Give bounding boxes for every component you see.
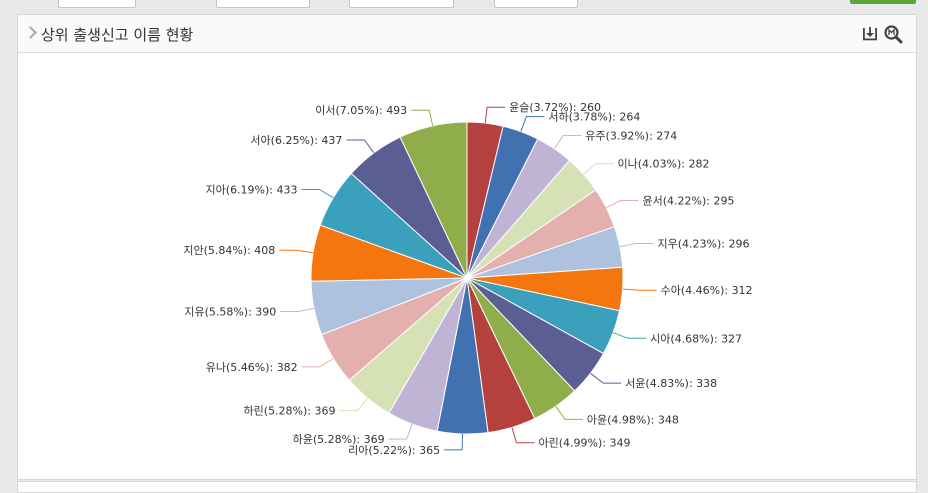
data-label-17: 지아(6.19%): 433 [206,184,298,197]
chevron-right-icon[interactable] [24,26,37,39]
pie-chart-area: 윤슬(3.72%): 260 서하(3.78%): 264 유주(3.92%): 2… [18,53,916,479]
data-label-3: 이나(4.03%): 282 [618,158,710,171]
top-filter-field-3[interactable] [349,0,454,8]
data-label-13: 하린(5.28%): 369 [244,404,336,418]
data-label-8: 서윤(4.83%): 338 [625,377,717,390]
top-filter-field-2[interactable] [216,0,310,8]
top-action-button[interactable] [850,0,916,4]
data-label-12: 하윤(5.28%): 369 [293,432,385,446]
data-label-16: 지안(5.84%): 408 [183,244,275,257]
connector-line-1 [520,116,545,132]
data-label-15: 지유(5.58%): 390 [184,306,276,319]
connector-line-19 [411,109,434,126]
top-filter-field-1[interactable] [58,0,136,8]
connector-line-3 [583,163,614,175]
data-label-14: 유나(5.46%): 382 [206,361,298,374]
top-filter-field-4[interactable] [494,0,578,8]
connector-line-14 [301,358,334,368]
zoom-icon[interactable] [883,24,903,44]
chart-panel: 상위 출생신고 이름 현황 윤슬(3.72%): 260 서하(3.78%): 2… [17,14,917,480]
download-icon[interactable] [860,24,880,44]
connector-line-0 [484,106,506,124]
data-label-4: 윤서(4.22%): 295 [643,195,735,208]
connector-line-8 [590,372,622,384]
connector-line-11 [444,433,463,451]
connector-line-4 [606,200,639,209]
data-label-9: 아윤(4.98%): 348 [587,413,679,426]
connector-line-10 [511,427,535,444]
data-label-11: 리아(5.22%): 365 [348,444,440,457]
connector-line-13 [339,397,369,412]
data-label-10: 아린(4.99%): 349 [539,437,631,450]
panel-title: 상위 출생신고 이름 현황 [41,26,194,44]
connector-line-16 [279,249,314,254]
data-label-7: 시아(4.68%): 327 [650,332,742,345]
connector-line-2 [553,135,582,149]
panel-header: 상위 출생신고 이름 현황 [18,15,916,53]
connector-line-18 [346,139,375,154]
data-label-2: 유주(3.92%): 274 [585,130,677,143]
connector-line-6 [622,288,657,291]
connector-line-9 [555,406,583,420]
data-label-5: 지우(4.23%): 296 [658,238,750,251]
data-label-19: 이서(7.05%): 493 [315,104,407,117]
data-label-0: 윤슬(3.72%): 260 [509,101,601,114]
next-panel-edge [17,481,917,493]
top-toolbar-strip [0,0,928,8]
pie-slice-19[interactable] [399,121,468,279]
connector-line-17 [301,189,334,199]
connector-line-7 [612,332,647,339]
connector-line-15 [280,307,315,312]
data-label-6: 수아(4.46%): 312 [661,284,753,297]
connector-line-5 [619,243,654,248]
data-label-1: 서하(3.78%): 264 [548,110,640,124]
data-label-18: 서아(6.25%): 437 [250,134,342,147]
connector-line-12 [388,423,413,440]
